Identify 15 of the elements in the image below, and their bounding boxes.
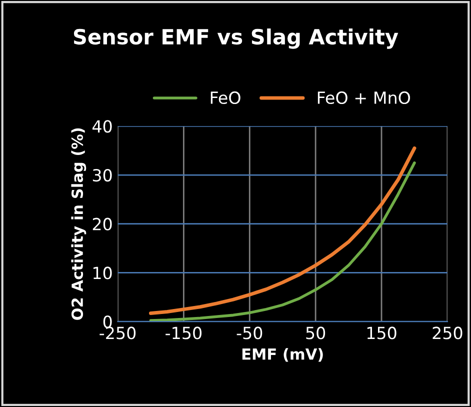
x-tick-label: -150: [166, 326, 202, 340]
x-tick-label: -50: [236, 326, 262, 340]
x-tick-label: 250: [432, 326, 462, 340]
x-axis-title: EMF (mV): [242, 348, 323, 362]
legend-label: FeO: [210, 91, 240, 104]
y-tick-label: 20: [92, 218, 112, 230]
x-tick-label: -250: [100, 326, 136, 340]
y-tick-label: 30: [92, 168, 112, 182]
x-tick-label: 50: [306, 326, 326, 340]
y-axis-title: O2 Activity in Slag (%): [71, 128, 86, 320]
y-tick-label: 40: [92, 120, 112, 133]
legend-label: FeO + MnO: [318, 91, 410, 104]
chart-title: Sensor EMF vs Slag Activity: [74, 28, 398, 49]
y-tick-label: 10: [94, 266, 112, 280]
x-tick-label: 150: [367, 326, 396, 340]
